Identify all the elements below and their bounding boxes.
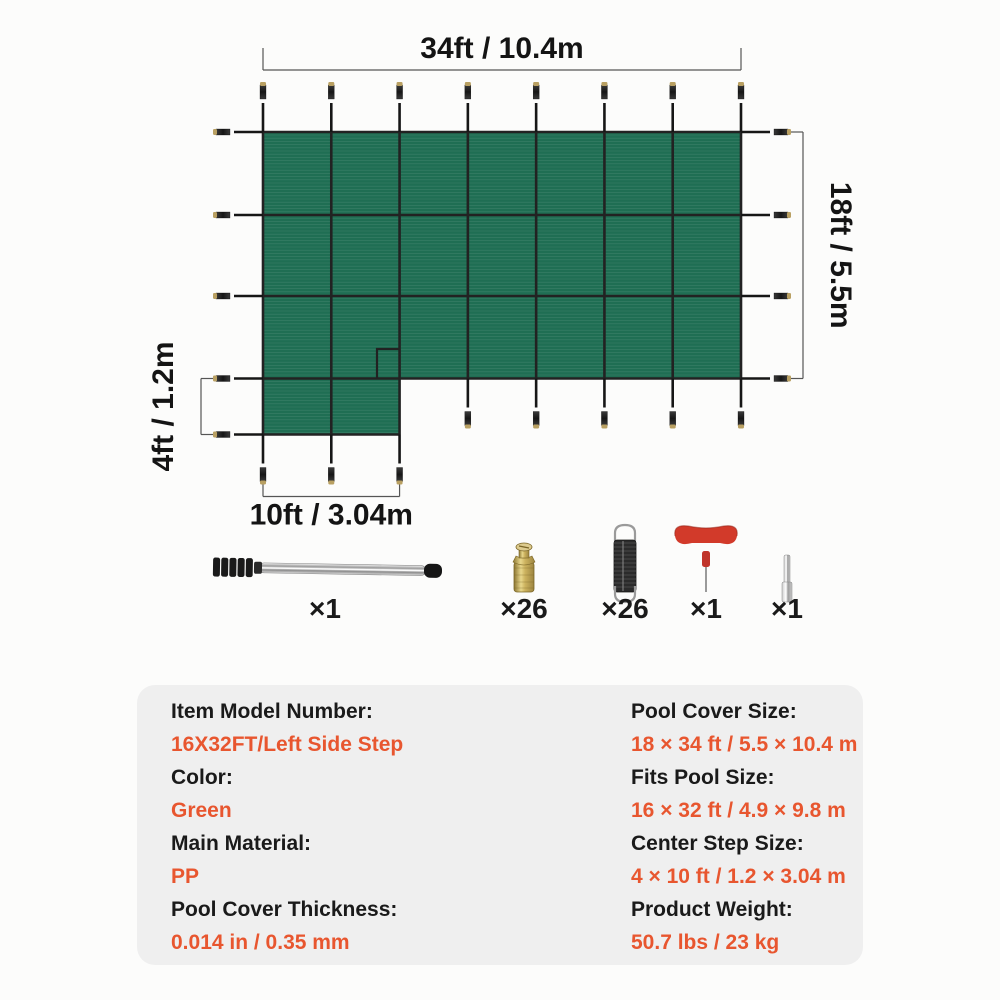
- svg-text:34ft / 10.4m: 34ft / 10.4m: [420, 32, 583, 65]
- svg-text:4ft / 1.2m: 4ft / 1.2m: [147, 341, 180, 471]
- svg-text:×26: ×26: [500, 593, 548, 624]
- svg-text:18ft / 5.5m: 18ft / 5.5m: [824, 182, 857, 329]
- svg-text:×1: ×1: [690, 593, 722, 624]
- svg-text:×1: ×1: [309, 593, 341, 624]
- svg-text:×1: ×1: [771, 593, 803, 624]
- svg-text:10ft / 3.04m: 10ft / 3.04m: [250, 499, 413, 532]
- svg-text:×26: ×26: [601, 593, 649, 624]
